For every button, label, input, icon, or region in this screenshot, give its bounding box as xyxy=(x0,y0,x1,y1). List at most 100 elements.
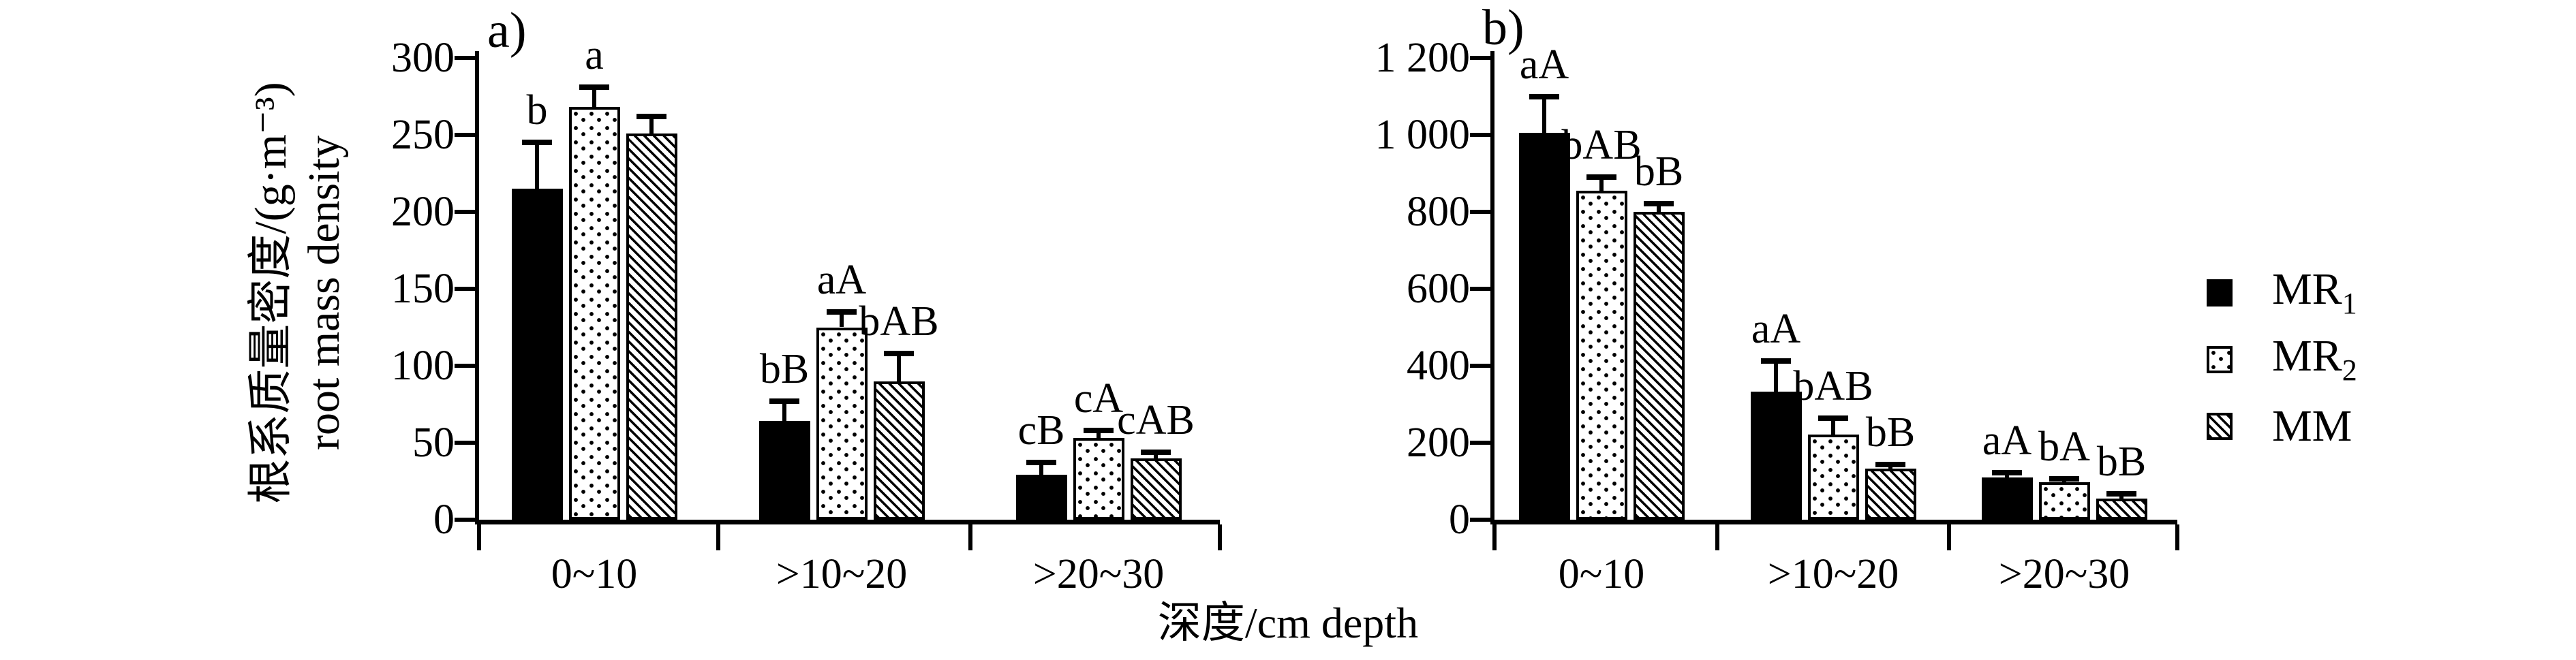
significance-letter-b-MR2-0: bAB xyxy=(1561,122,1642,169)
error-bar-cap-b-MR2-0 xyxy=(1586,174,1616,180)
y-tick-label-b-200: 200 xyxy=(1407,420,1470,466)
legend-swatch-dots-icon xyxy=(2207,346,2233,373)
significance-letter-a-MM-1: bAB xyxy=(859,298,939,345)
y-tick-a-250 xyxy=(455,133,475,137)
legend-swatch-hatch-icon xyxy=(2207,413,2233,440)
error-bar-cap-a-MR2-1 xyxy=(827,309,857,315)
bar-a-MM-0 xyxy=(626,133,677,520)
error-bar-stem-b-MR1-1 xyxy=(1774,360,1778,392)
bar-b-MM-0 xyxy=(1633,212,1685,520)
y-tick-label-b-400: 400 xyxy=(1407,343,1470,389)
y-tick-a-0 xyxy=(455,518,475,522)
y-tick-a-150 xyxy=(455,287,475,291)
error-bar-stem-a-MR1-0 xyxy=(535,142,539,189)
bar-a-MM-1 xyxy=(873,381,925,520)
error-bar-cap-b-MR2-1 xyxy=(1818,415,1848,421)
bar-b-MR1-1 xyxy=(1750,391,1802,520)
y-tick-label-a-0: 0 xyxy=(433,497,455,543)
error-bar-cap-a-MR2-2 xyxy=(1084,427,1114,433)
x-category-label-a-1: >10~20 xyxy=(776,551,908,597)
y-tick-b-400 xyxy=(1470,364,1490,368)
y-tick-b-1 000 xyxy=(1470,133,1490,137)
significance-letter-b-MR1-2: aA xyxy=(1982,418,2032,465)
y-tick-label-b-800: 800 xyxy=(1407,189,1470,235)
x-category-label-a-2: >20~30 xyxy=(1032,551,1165,597)
y-tick-b-1 200 xyxy=(1470,56,1490,60)
x-category-label-b-1: >10~20 xyxy=(1767,551,1899,597)
y-tick-label-b-1 000: 1 000 xyxy=(1375,112,1471,158)
error-bar-cap-a-MR2-0 xyxy=(579,84,609,90)
y-tick-label-b-1 200: 1 200 xyxy=(1375,35,1471,81)
significance-letter-a-MR1-1: bB xyxy=(759,345,810,392)
y-axis-b xyxy=(1490,51,1494,524)
error-bar-cap-a-MR1-0 xyxy=(522,140,552,146)
bar-b-MM-2 xyxy=(2096,498,2147,520)
error-bar-stem-a-MM-1 xyxy=(897,353,901,381)
y-tick-a-200 xyxy=(455,210,475,214)
x-category-label-b-2: >20~30 xyxy=(1998,551,2130,597)
significance-letter-b-MM-1: bB xyxy=(1865,409,1916,456)
legend-label-MM: MM xyxy=(2272,401,2352,451)
y-tick-a-50 xyxy=(455,441,475,445)
y-axis-a xyxy=(475,51,479,524)
y-tick-label-b-600: 600 xyxy=(1407,266,1470,312)
y-tick-label-a-250: 250 xyxy=(391,112,455,158)
y-tick-label-a-200: 200 xyxy=(391,189,455,235)
error-bar-cap-a-MM-2 xyxy=(1141,449,1171,455)
y-tick-label-b-0: 0 xyxy=(1449,497,1470,543)
bar-b-MM-1 xyxy=(1865,468,1916,520)
x-category-label-a-0: 0~10 xyxy=(551,551,638,597)
error-bar-cap-a-MM-1 xyxy=(884,350,914,356)
y-tick-b-200 xyxy=(1470,441,1490,445)
significance-letter-a-MR1-0: b xyxy=(526,87,548,134)
significance-letter-a-MM-2: cAB xyxy=(1117,396,1195,443)
y-tick-a-300 xyxy=(455,56,475,60)
bar-b-MR1-2 xyxy=(1981,477,2033,520)
y-tick-a-100 xyxy=(455,364,475,368)
bar-b-MR2-2 xyxy=(2038,482,2090,520)
significance-letter-b-MR1-1: aA xyxy=(1751,305,1801,352)
error-bar-stem-a-MR1-2 xyxy=(1039,462,1043,475)
x-tick-b-1 xyxy=(1715,524,1719,550)
error-bar-cap-b-MR1-2 xyxy=(1992,470,2022,476)
legend-item-MM: MM xyxy=(2207,404,2352,449)
bar-a-MR1-0 xyxy=(511,189,563,520)
error-bar-stem-b-MR2-1 xyxy=(1831,418,1835,435)
error-bar-cap-b-MM-2 xyxy=(2106,491,2136,497)
error-bar-cap-b-MM-1 xyxy=(1875,462,1905,468)
y-tick-label-a-300: 300 xyxy=(391,35,455,81)
significance-letter-b-MR2-2: bA xyxy=(2038,423,2090,470)
legend-swatch-solid-icon xyxy=(2207,279,2233,307)
y-tick-label-a-50: 50 xyxy=(412,420,455,466)
x-tick-b-3 xyxy=(2175,524,2179,550)
bar-b-MR2-1 xyxy=(1807,434,1859,520)
significance-letter-b-MM-0: bB xyxy=(1634,148,1684,195)
significance-letter-b-MR2-1: bAB xyxy=(1793,362,1873,409)
bar-b-MR2-0 xyxy=(1576,190,1627,520)
error-bar-stem-b-MR2-0 xyxy=(1599,177,1604,191)
error-bar-stem-b-MR1-0 xyxy=(1542,96,1546,133)
error-bar-stem-a-MR1-1 xyxy=(782,400,786,422)
y-tick-label-a-100: 100 xyxy=(391,343,455,389)
x-tick-b-2 xyxy=(1947,524,1951,550)
y-tick-label-a-150: 150 xyxy=(391,266,455,312)
error-bar-stem-a-MR2-1 xyxy=(840,311,844,328)
x-tick-a-1 xyxy=(716,524,720,550)
x-axis-b xyxy=(1490,520,2177,524)
legend-item-MR1: MR1 xyxy=(2207,266,2357,319)
significance-letter-b-MR1-0: aA xyxy=(1519,41,1569,88)
legend-item-MR2: MR2 xyxy=(2207,333,2357,386)
bar-a-MR1-2 xyxy=(1015,475,1067,520)
error-bar-cap-b-MM-0 xyxy=(1644,200,1674,206)
error-bar-cap-a-MR1-2 xyxy=(1026,460,1056,466)
significance-letter-b-MM-2: bB xyxy=(2096,439,2147,486)
bar-a-MR1-1 xyxy=(758,421,810,520)
error-bar-stem-a-MR2-2 xyxy=(1097,430,1101,439)
bar-a-MR2-1 xyxy=(816,327,868,520)
panel-a-title: a) xyxy=(487,3,527,59)
significance-letter-a-MR2-1: aA xyxy=(816,256,867,303)
legend-label-MR2: MR2 xyxy=(2272,330,2357,388)
x-tick-a-2 xyxy=(968,524,972,550)
legend-label-MR1: MR1 xyxy=(2272,264,2357,321)
